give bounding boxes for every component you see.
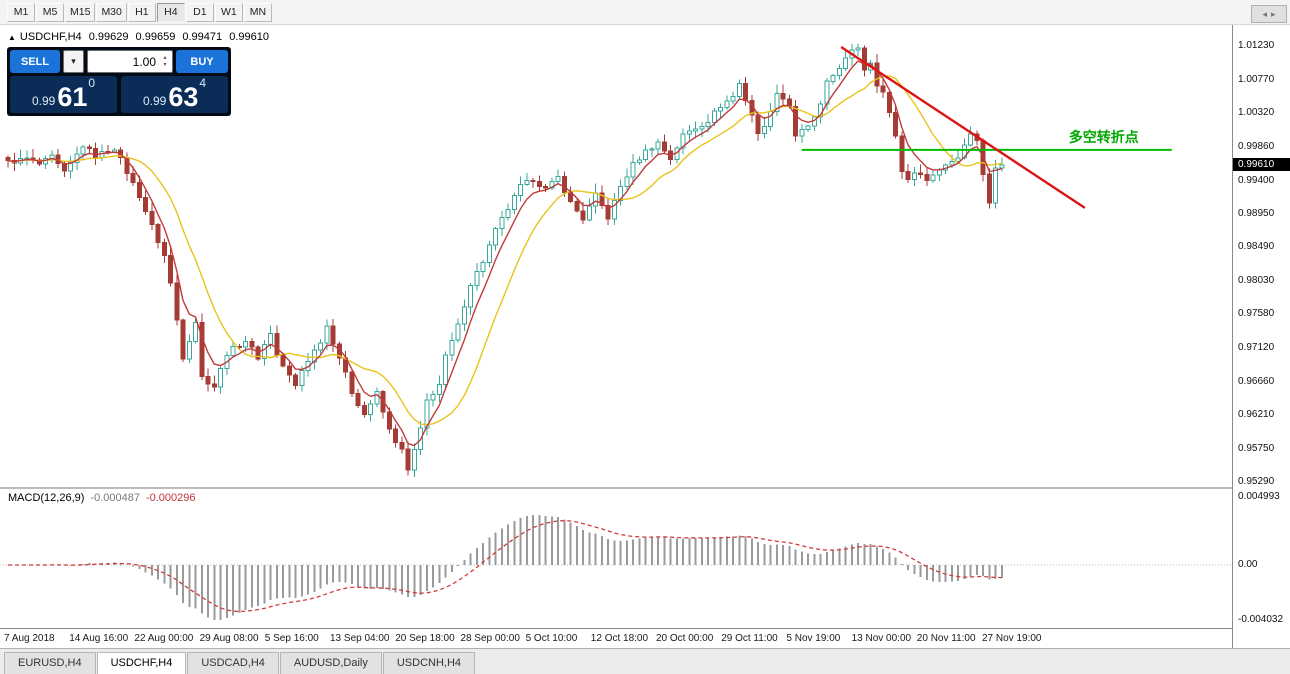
time-axis-label: 13 Sep 04:00 [330, 633, 390, 644]
price-axis-label: 0.95290 [1238, 476, 1275, 488]
macd-axis-label: 0.004993 [1238, 491, 1280, 502]
price-axis-label: 0.98490 [1238, 241, 1275, 253]
bull-candle-bodies [18, 47, 1005, 471]
timeframe-button-h4[interactable]: H4 [156, 2, 185, 22]
price-axis-label: 0.97580 [1238, 308, 1275, 320]
ohlc-close: 0.99610 [229, 31, 269, 43]
ma-slow-line [7, 75, 1002, 426]
chart-tab-bar: EURUSD,H4 USDCHF,H4 USDCAD,H4 AUDUSD,Daily U… [0, 648, 1290, 674]
tab-scroll-right-icon[interactable]: ▸ [1271, 8, 1276, 19]
buy-button[interactable]: BUY [176, 50, 228, 73]
timeframe-button-d1[interactable]: D1 [185, 2, 214, 22]
price-axis-label: 0.99860 [1238, 140, 1275, 152]
current-price-tag: 0.99610 [1233, 158, 1290, 172]
buy-price-display[interactable]: 0.99 63 4 [121, 76, 228, 113]
lot-size-value: 1.00 [132, 54, 156, 69]
ohlc-high: 0.99659 [135, 31, 176, 43]
spin-up-icon[interactable]: ▴ [163, 54, 167, 61]
macd-histogram [13, 514, 1003, 620]
time-axis-label: 13 Nov 00:00 [851, 633, 912, 644]
lot-stepper[interactable]: ▴ ▾ [159, 52, 171, 71]
sell-button[interactable]: SELL [10, 50, 60, 73]
time-axis-label: 5 Sep 16:00 [264, 633, 319, 644]
macd-signal-line [8, 519, 1002, 613]
timeframe-button-m1[interactable]: M1 [7, 2, 35, 22]
tab-scroll-left-icon[interactable]: ◂ [1262, 8, 1267, 19]
time-axis-label: 28 Sep 00:00 [460, 633, 520, 644]
one-click-trading-panel: SELL ▾ 1.00 ▴ ▾ BUY 0.99 61 0 [7, 47, 231, 116]
price-axis-label: 1.00320 [1238, 107, 1275, 119]
buy-price-sup: 4 [199, 76, 207, 90]
time-axis-label: 29 Oct 11:00 [721, 633, 778, 644]
price-axis[interactable]: 1.01230 1.00770 1.00320 0.99860 0.99400 0.989… [1232, 25, 1290, 648]
collapse-icon[interactable]: ▲ [8, 33, 16, 42]
tab-scroll-buttons[interactable]: ◂ ▸ [1251, 5, 1287, 23]
time-axis-label: 20 Oct 00:00 [656, 633, 714, 644]
time-axis-label: 5 Nov 19:00 [786, 633, 841, 644]
time-axis-label: 20 Sep 18:00 [395, 633, 455, 644]
sell-price-sup: 0 [88, 76, 96, 90]
pane-splitter[interactable] [0, 487, 1232, 489]
time-axis-label: 22 Aug 00:00 [134, 633, 194, 644]
chart-symbol-label: USDCHF,H4 [19, 31, 82, 43]
price-axis-label: 0.97120 [1238, 342, 1275, 354]
price-chart-pane[interactable]: 多空转折点 ▲ USDCHF,H4 0.99629 0.99659 0.99471… [0, 25, 1232, 487]
macd-value: -0.000487 [90, 492, 140, 504]
buy-price-small: 0.99 [142, 94, 167, 108]
time-axis-label: 12 Oct 18:00 [590, 633, 649, 644]
macd-signal-value: -0.000296 [145, 492, 196, 504]
timeframe-button-mn[interactable]: MN [243, 2, 272, 22]
time-axis-label: 7 Aug 2018 [4, 633, 55, 644]
time-axis-label: 29 Aug 08:00 [199, 633, 259, 644]
price-chart[interactable]: 多空转折点 [0, 25, 1232, 487]
time-axis[interactable]: 7 Aug 2018 14 Aug 16:00 22 Aug 00:00 29 Aug… [0, 628, 1232, 648]
chart-tab-usdchf-h4[interactable]: USDCHF,H4 [96, 652, 187, 674]
ma-fast-line [7, 60, 1002, 447]
macd-indicator-chart[interactable] [0, 489, 1232, 628]
price-axis-label: 0.99400 [1238, 174, 1275, 186]
price-axis-label: 0.96210 [1238, 408, 1275, 420]
price-axis-label: 1.00770 [1238, 74, 1275, 86]
ohlc-low: 0.99471 [182, 31, 223, 43]
timeframe-button-m15[interactable]: M15 [65, 2, 96, 22]
macd-header: MACD(12,26,9) -0.000487 -0.000296 [8, 492, 196, 504]
macd-indicator-pane[interactable]: MACD(12,26,9) -0.000487 -0.000296 [0, 489, 1232, 628]
chart-tab-usdcad-h4[interactable]: USDCAD,H4 [187, 652, 279, 674]
chart-tab-audusd-daily[interactable]: AUDUSD,Daily [279, 652, 382, 674]
price-axis-label: 0.95750 [1238, 442, 1275, 454]
lot-dropdown[interactable]: ▾ [63, 50, 84, 73]
lot-size-input[interactable]: 1.00 ▴ ▾ [87, 50, 173, 73]
chart-tab-usdcnh-h4[interactable]: USDCNH,H4 [382, 652, 476, 674]
turning-point-annotation[interactable]: 多空转折点 [1069, 129, 1139, 145]
sell-price-display[interactable]: 0.99 61 0 [10, 76, 117, 113]
macd-axis-label: -0.004032 [1238, 613, 1284, 625]
macd-label: MACD(12,26,9) [8, 492, 85, 504]
sell-price-small: 0.99 [31, 94, 56, 108]
timeframe-button-m5[interactable]: M5 [36, 2, 64, 22]
timeframe-button-m30[interactable]: M30 [96, 2, 127, 22]
price-axis-label: 1.01230 [1238, 40, 1275, 52]
timeframe-button-h1[interactable]: H1 [127, 2, 156, 22]
price-axis-label: 0.98950 [1238, 207, 1275, 219]
time-axis-label: 27 Nov 19:00 [982, 633, 1042, 644]
macd-axis-label: 0.00 [1238, 559, 1258, 570]
time-axis-label: 5 Oct 10:00 [525, 633, 578, 644]
descending-trendline[interactable] [840, 46, 1086, 209]
price-axis-label: 0.96660 [1238, 375, 1275, 387]
time-axis-label: 20 Nov 11:00 [916, 633, 976, 644]
spin-down-icon[interactable]: ▾ [163, 61, 167, 68]
chevron-down-icon: ▾ [71, 56, 76, 66]
ohlc-open: 0.99629 [88, 31, 129, 43]
chart-ohlc-header: ▲ USDCHF,H4 0.99629 0.99659 0.99471 0.996… [8, 31, 273, 43]
price-axis-label: 0.98030 [1238, 275, 1275, 287]
timeframe-button-w1[interactable]: W1 [214, 2, 243, 22]
sell-price-big: 61 [57, 82, 88, 112]
timeframe-toolbar: M1 M5 M15 M30 H1 H4 D1 W1 MN [0, 0, 1290, 25]
buy-price-big: 63 [168, 82, 199, 112]
time-axis-label: 14 Aug 16:00 [69, 633, 129, 644]
chart-tab-eurusd-h4[interactable]: EURUSD,H4 [4, 652, 96, 674]
